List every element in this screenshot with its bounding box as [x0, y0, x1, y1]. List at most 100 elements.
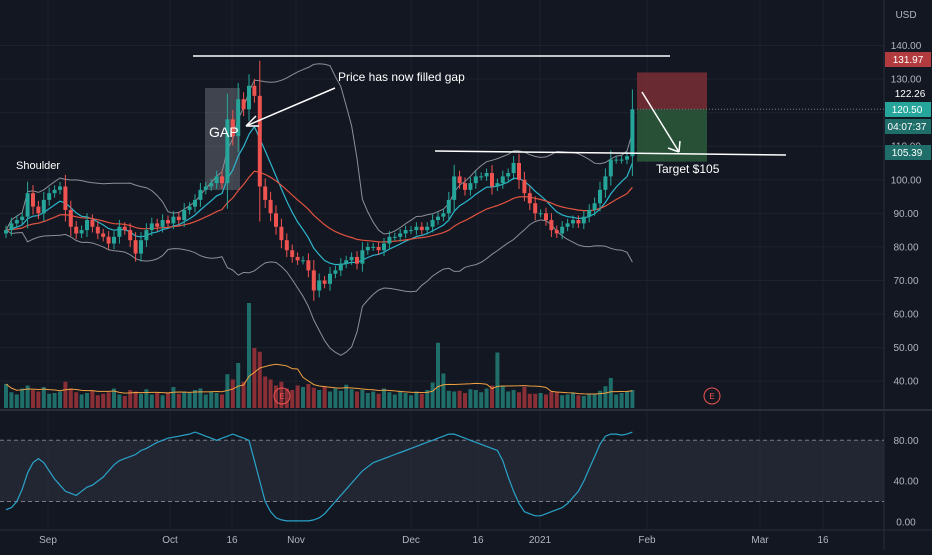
- candle-body: [560, 226, 565, 234]
- rsi-tick-label: 40.00: [893, 477, 918, 488]
- candle-body: [355, 256, 359, 264]
- candle-body: [31, 193, 35, 207]
- candle-body: [68, 209, 73, 227]
- earnings-marker-2[interactable]: E: [709, 392, 714, 401]
- volume-bar: [203, 394, 208, 408]
- volume-bar: [263, 376, 268, 408]
- candle-body: [25, 193, 30, 217]
- volume-bar: [171, 387, 176, 408]
- indicator-layer: [5, 63, 633, 522]
- volume-bar: [554, 392, 559, 408]
- candle-body: [306, 260, 311, 271]
- volume-bar: [68, 388, 73, 408]
- candle-body: [155, 223, 160, 227]
- candle-body: [187, 206, 192, 210]
- candle-body: [230, 119, 235, 137]
- volume-bar: [139, 393, 143, 408]
- candle-body: [630, 109, 635, 157]
- volume-bar: [101, 393, 106, 408]
- currency-label: USD: [895, 10, 916, 21]
- volume-bar: [430, 382, 435, 408]
- volume-bar: [106, 392, 111, 408]
- candle-body: [20, 216, 25, 221]
- volume-bar: [441, 373, 446, 408]
- candle-body: [565, 223, 570, 227]
- candle-body: [398, 233, 403, 237]
- volume-bar: [625, 391, 629, 408]
- volume-bar: [365, 393, 370, 408]
- volume-bar: [484, 388, 489, 408]
- volume-bar: [225, 374, 230, 408]
- volume-bar: [274, 385, 278, 408]
- candle-body: [581, 216, 586, 224]
- volume-bar: [122, 396, 127, 408]
- time-tick-label: Nov: [287, 535, 305, 546]
- candle-body: [284, 240, 289, 251]
- gap-filled-note: Price has now filled gap: [338, 70, 465, 84]
- volume-bar: [117, 394, 122, 408]
- candle-body: [144, 230, 149, 241]
- volume-bar: [517, 392, 521, 408]
- candle-body: [441, 213, 446, 217]
- candle-body: [344, 260, 349, 264]
- candle-body: [603, 176, 608, 190]
- candle-body: [166, 220, 170, 224]
- candle-body: [419, 226, 424, 231]
- stop-price-badge: [885, 52, 931, 67]
- volume-bar: [581, 396, 586, 408]
- volume-bar: [31, 390, 35, 408]
- volume-bar: [74, 392, 79, 408]
- earnings-marker-1[interactable]: E: [279, 392, 284, 401]
- volume-bar: [576, 395, 581, 408]
- time-tick-label: Dec: [402, 535, 420, 546]
- candle-body: [176, 216, 181, 221]
- volume-bar: [79, 394, 84, 408]
- price-tick-label: 60.00: [893, 310, 918, 321]
- volume-bar: [149, 394, 154, 408]
- candle-body: [495, 183, 500, 187]
- candle-body: [328, 273, 332, 284]
- volume-bar: [382, 388, 386, 408]
- candle-body: [252, 85, 257, 96]
- shoulder-label: Shoulder: [16, 160, 60, 172]
- candle-body: [182, 209, 187, 221]
- volume-bar: [506, 391, 511, 408]
- volume-bar: [241, 381, 246, 408]
- volume-bar: [603, 386, 608, 408]
- volume-bar: [268, 379, 273, 408]
- candle-body: [425, 226, 430, 231]
- rsi-line: [5, 431, 633, 522]
- volume-bar: [571, 393, 575, 408]
- volume-bar: [182, 391, 187, 408]
- candle-body: [139, 240, 143, 254]
- volume-bar: [85, 393, 89, 408]
- volume-bar: [295, 385, 300, 408]
- candle-body: [4, 230, 8, 234]
- volume-bar: [155, 393, 160, 408]
- candle-body: [625, 156, 629, 160]
- candle-body: [214, 176, 219, 184]
- candle-body: [371, 246, 376, 248]
- volume-bar: [349, 389, 354, 408]
- volume-bar: [133, 391, 138, 408]
- volume-bar: [247, 303, 251, 408]
- candle-body: [619, 159, 624, 161]
- volume-bar: [279, 381, 284, 408]
- last-price-label: 122.26: [895, 89, 926, 100]
- candle-body: [511, 162, 516, 174]
- volume-bar: [387, 392, 392, 408]
- countdown-label: 04:07:37: [888, 122, 927, 133]
- candle-body: [14, 220, 19, 224]
- candle-body: [430, 220, 435, 227]
- neckline: [434, 150, 787, 156]
- volume-bar: [144, 389, 149, 408]
- volume-bar: [317, 390, 322, 408]
- volume-bar: [473, 390, 478, 408]
- volume-bar: [608, 378, 613, 408]
- time-tick-label: Oct: [162, 535, 178, 546]
- candle-body: [301, 260, 305, 262]
- volume-bar: [9, 392, 14, 408]
- stop-loss-zone: [637, 72, 707, 110]
